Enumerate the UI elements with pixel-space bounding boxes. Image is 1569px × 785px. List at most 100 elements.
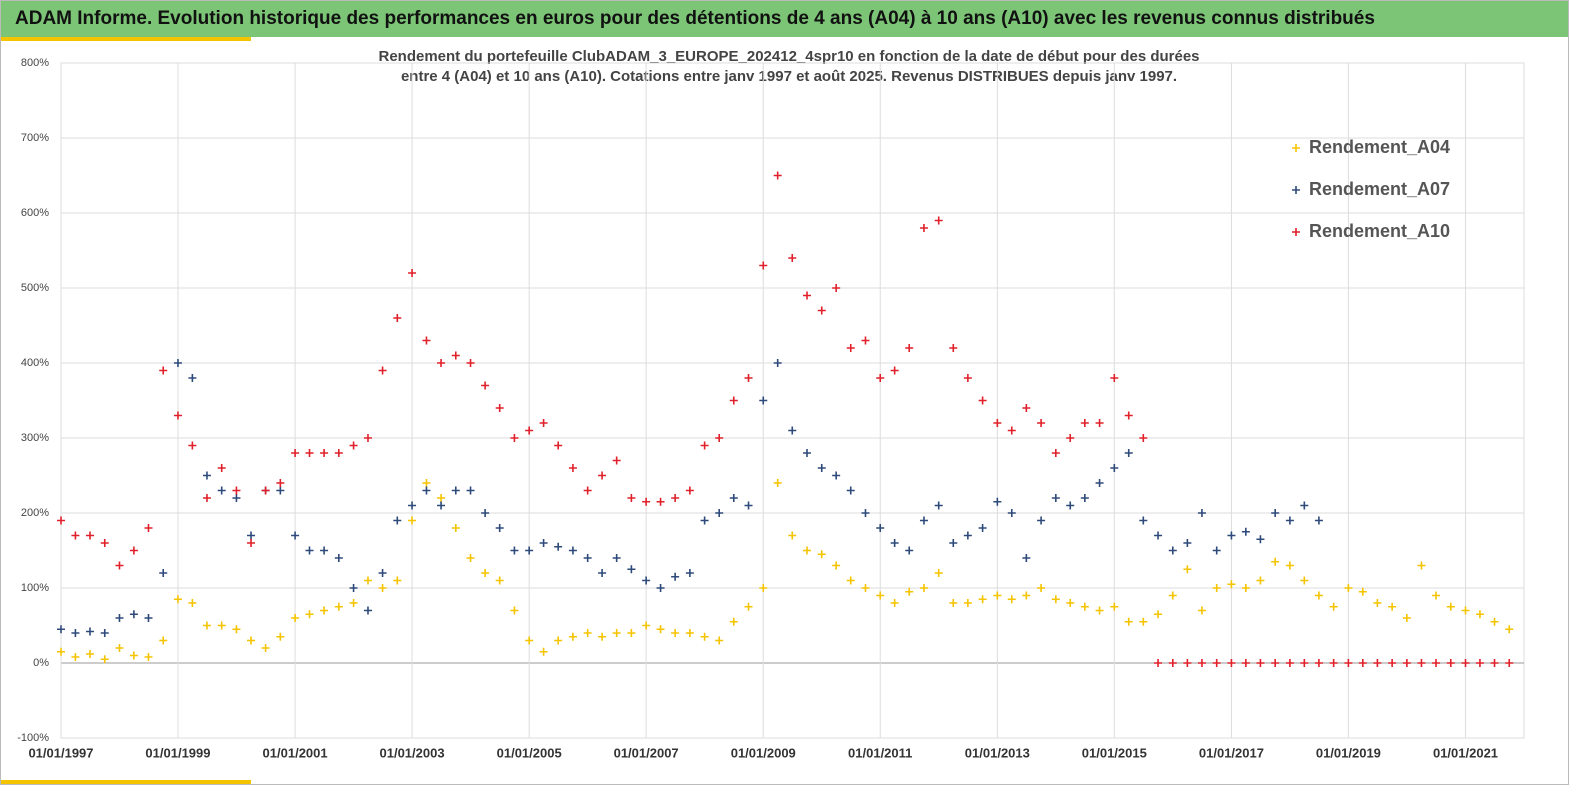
point <box>1300 501 1309 510</box>
point <box>1271 659 1280 667</box>
point <box>349 441 358 450</box>
point <box>876 374 885 382</box>
point <box>1271 509 1280 517</box>
point <box>978 595 987 604</box>
point <box>144 524 153 532</box>
y-tick-label: 200% <box>21 507 49 519</box>
point <box>1388 602 1397 611</box>
point <box>1446 602 1455 611</box>
y-tick-label: -100% <box>17 732 49 744</box>
x-tick-label: 01/01/1997 <box>28 745 93 760</box>
point <box>1212 659 1221 667</box>
point <box>1329 602 1338 611</box>
point <box>115 614 124 622</box>
point <box>642 576 651 585</box>
point <box>1285 561 1294 570</box>
point <box>466 554 475 562</box>
point <box>247 531 256 540</box>
point <box>1183 659 1192 667</box>
point <box>773 171 782 180</box>
point <box>1022 404 1031 412</box>
point <box>305 546 314 555</box>
point <box>1197 659 1206 667</box>
point <box>1373 599 1382 607</box>
legend-label: Rendement_A10 <box>1309 221 1450 241</box>
point <box>291 449 300 457</box>
point <box>1417 659 1426 667</box>
point <box>700 632 709 641</box>
point <box>437 501 446 510</box>
y-tick-label: 700% <box>21 132 49 144</box>
point <box>217 486 226 495</box>
point <box>363 606 372 615</box>
point <box>334 602 343 611</box>
x-tick-label: 01/01/2007 <box>614 745 679 760</box>
point <box>247 539 256 547</box>
point <box>1168 659 1177 667</box>
point <box>129 651 138 660</box>
point <box>1066 501 1075 510</box>
point <box>700 516 709 525</box>
point <box>803 449 811 457</box>
point <box>100 655 109 664</box>
point <box>86 627 95 636</box>
point <box>349 584 358 592</box>
point <box>481 381 490 390</box>
point <box>1432 591 1441 600</box>
legend-marker <box>1292 144 1300 152</box>
point <box>919 224 928 232</box>
point <box>1095 419 1104 427</box>
point <box>788 254 797 262</box>
point <box>1461 606 1470 615</box>
point <box>729 494 738 502</box>
point <box>861 336 870 345</box>
point <box>949 539 958 547</box>
point <box>905 587 914 596</box>
point <box>173 595 182 604</box>
x-tick-label: 01/01/2015 <box>1082 745 1147 760</box>
point <box>803 546 811 555</box>
point <box>261 644 270 652</box>
x-tick-label: 01/01/2021 <box>1433 745 1498 760</box>
point <box>993 419 1002 427</box>
point <box>963 599 972 607</box>
x-tick-label: 01/01/2013 <box>965 745 1030 760</box>
point <box>378 366 387 375</box>
point <box>1168 591 1177 600</box>
point <box>1124 411 1133 420</box>
point <box>1183 565 1192 574</box>
point <box>1490 659 1499 667</box>
point <box>1285 659 1294 667</box>
point <box>671 572 680 581</box>
point <box>422 486 431 495</box>
point <box>715 434 724 442</box>
accent-bar <box>1 37 251 41</box>
legend-marker <box>1292 186 1300 194</box>
point <box>159 366 168 375</box>
banner: ADAM Informe. Evolution historique des p… <box>1 1 1568 37</box>
x-tick-label: 01/01/2017 <box>1199 745 1264 760</box>
point <box>568 546 577 555</box>
point <box>1007 509 1016 517</box>
point <box>1373 659 1382 667</box>
point <box>919 584 928 592</box>
point <box>539 539 548 547</box>
point <box>773 359 782 367</box>
chart-subtitle: entre 4 (A04) et 10 ans (A10). Cotations… <box>401 68 1177 85</box>
point <box>144 614 153 622</box>
x-tick-label: 01/01/2001 <box>263 745 328 760</box>
point <box>642 497 651 506</box>
point <box>993 591 1002 600</box>
point <box>1139 516 1148 525</box>
point <box>1197 606 1206 615</box>
point <box>583 554 592 562</box>
point <box>1110 374 1119 382</box>
point <box>1227 580 1236 589</box>
point <box>1139 434 1148 442</box>
point <box>759 584 768 592</box>
y-tick-label: 100% <box>21 582 49 594</box>
point <box>949 599 958 607</box>
point <box>495 524 504 532</box>
point <box>949 344 958 352</box>
